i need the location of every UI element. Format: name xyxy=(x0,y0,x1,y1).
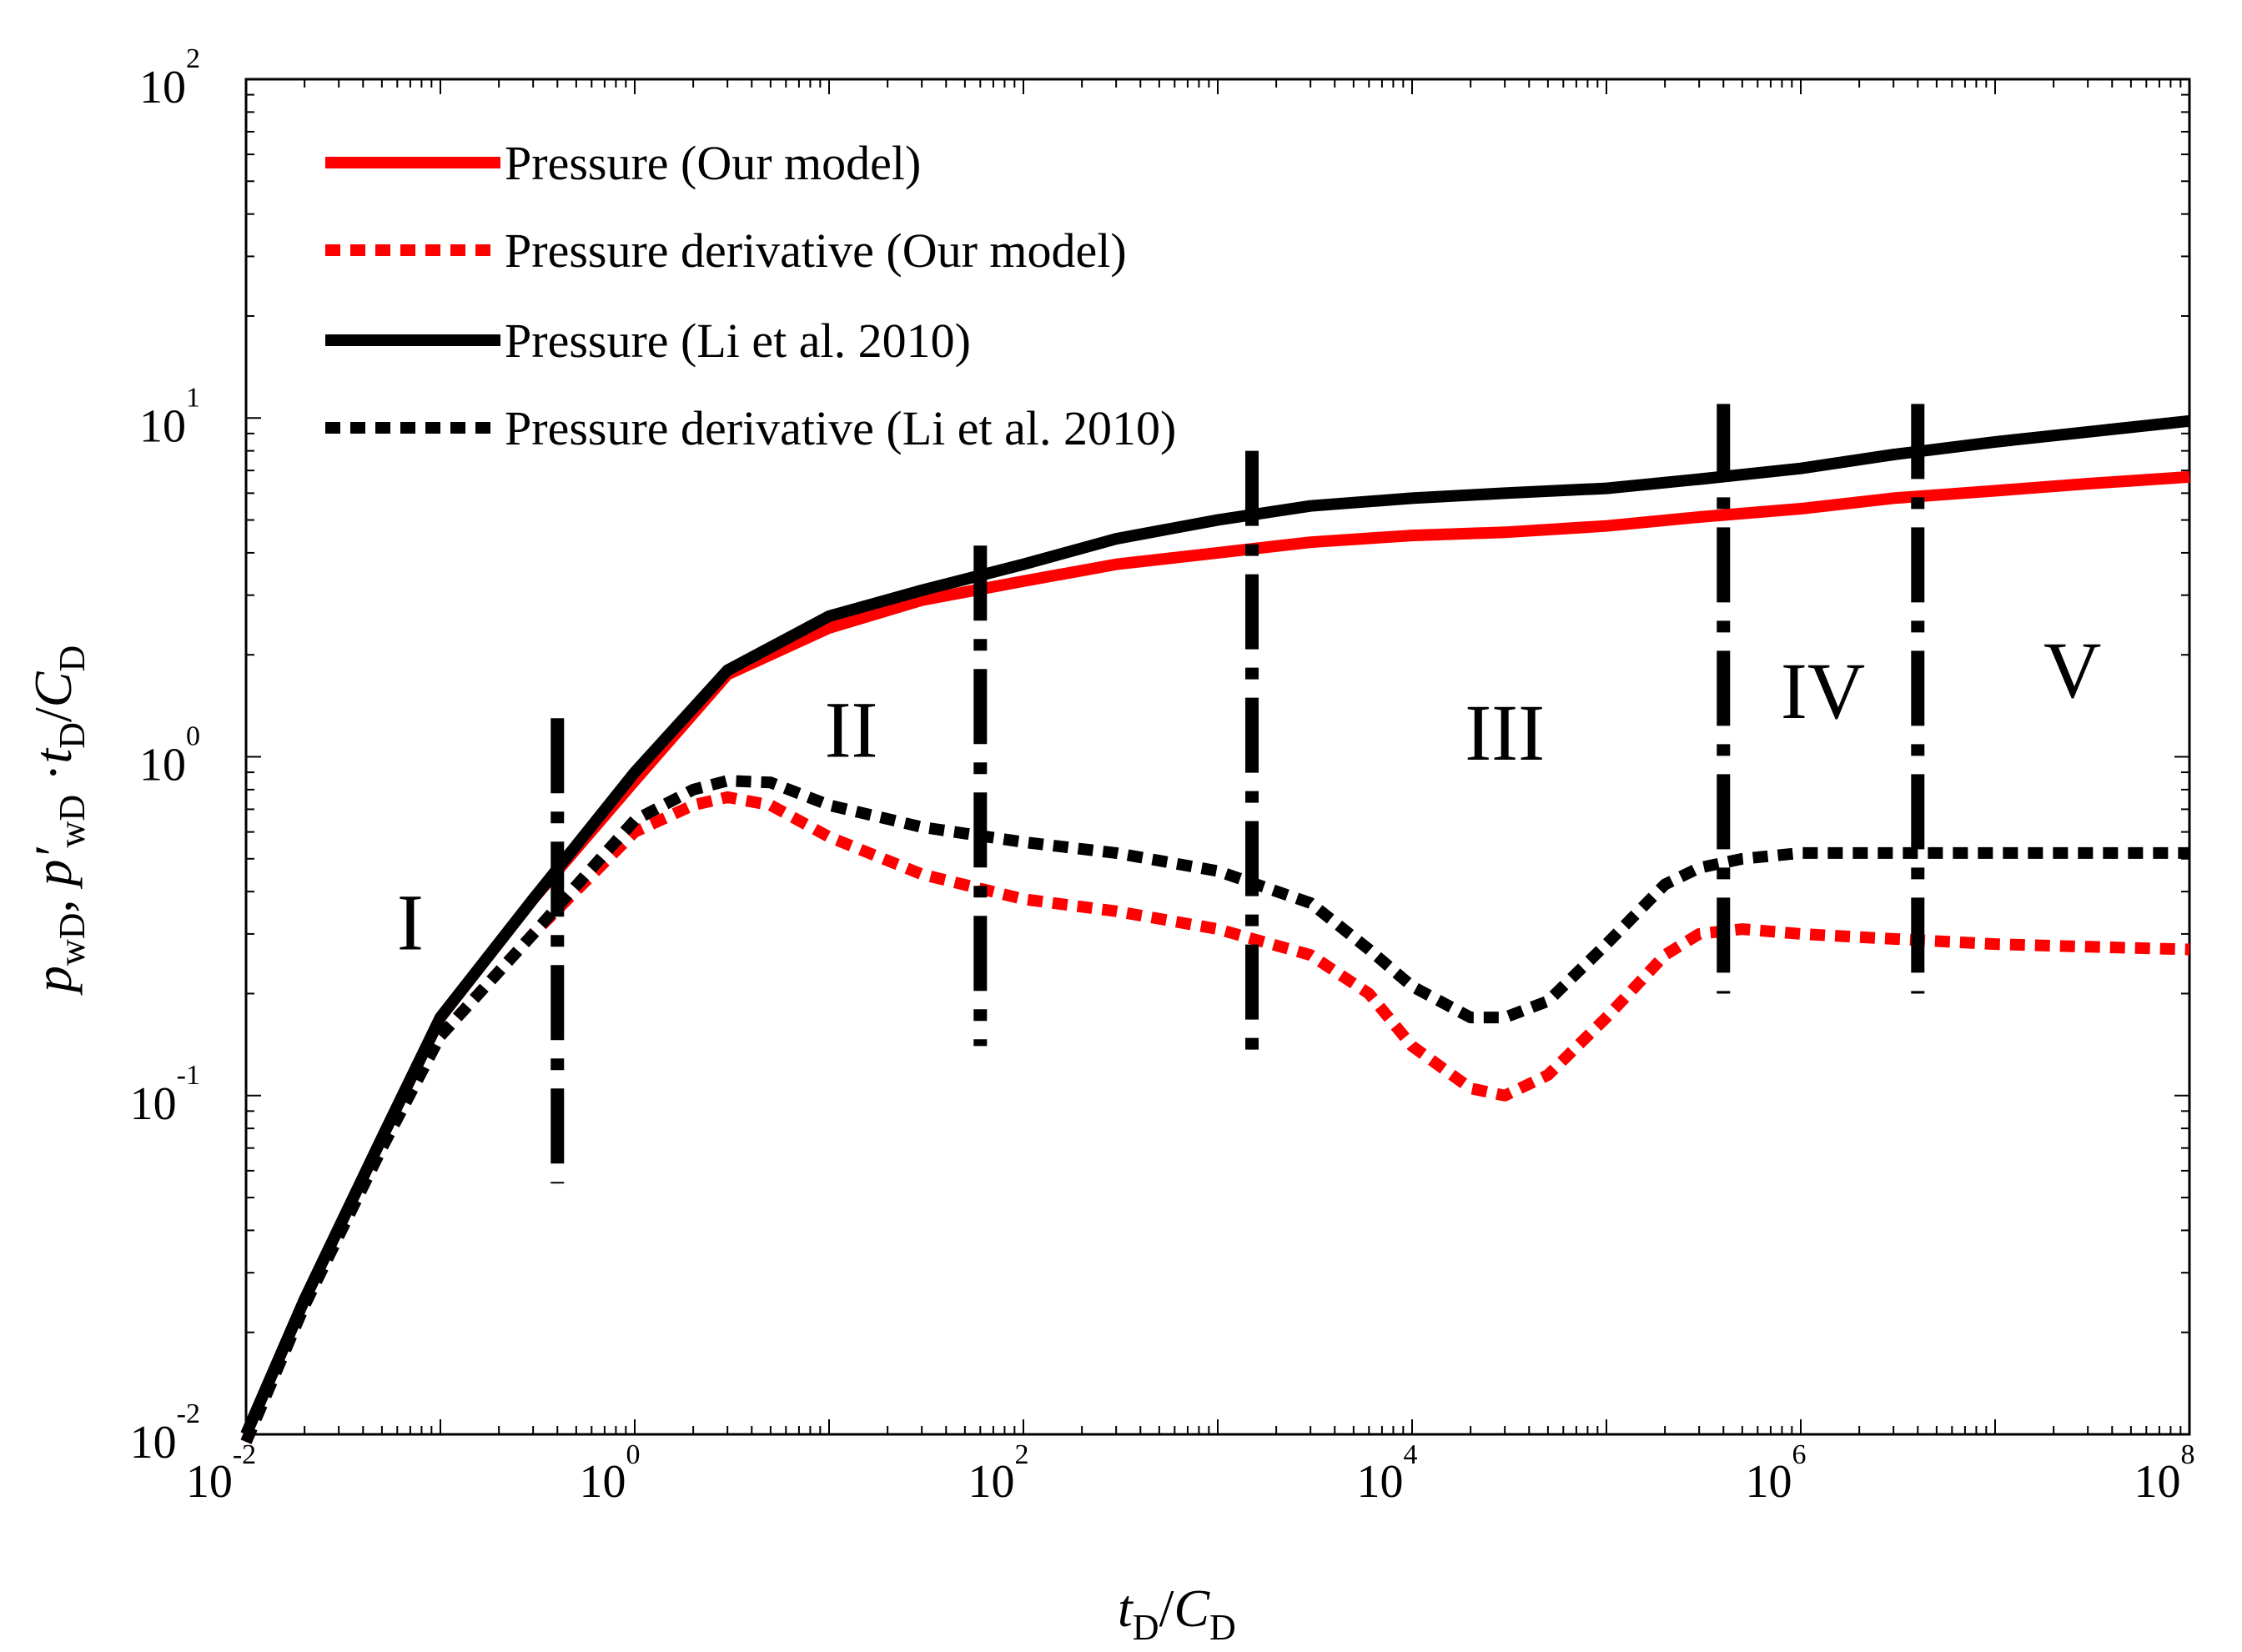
series-line-4 xyxy=(240,775,2189,1444)
x-tick-label: 100 xyxy=(580,1439,641,1508)
region-label: I xyxy=(397,878,424,967)
series-line-1 xyxy=(240,470,2190,1437)
y-label-sub-wd2: wD xyxy=(52,795,93,848)
y-axis-label: pwD, p′wD ·tD/CD xyxy=(23,645,93,996)
x-tick-label: 102 xyxy=(968,1439,1029,1508)
y-label-sub-wd: wD xyxy=(52,912,93,966)
axis-ticks xyxy=(245,79,2189,1435)
x-label-c: C xyxy=(1174,1579,1210,1638)
y-label-dot: · xyxy=(23,764,83,795)
y-tick-label: 102 xyxy=(139,43,200,113)
x-tick-labels: 10-2 100 102 104 106 108 xyxy=(186,1439,2195,1508)
region-label: IV xyxy=(1781,646,1865,736)
y-label-pprime: p′ xyxy=(23,846,83,889)
legend-label-1: Pressure (Our model) xyxy=(505,136,921,190)
legend-label-2: Pressure derivative (Our model) xyxy=(505,223,1127,278)
x-label-sub2: D xyxy=(1209,1607,1236,1648)
region-labels: III III IV V xyxy=(397,625,2101,967)
y-tick-label: 101 xyxy=(139,382,200,452)
y-label-c: C xyxy=(23,670,83,707)
y-label-sub-d: D xyxy=(52,722,93,749)
region-label: II xyxy=(825,685,878,775)
series-line-3 xyxy=(240,414,2190,1437)
legend-label-4: Pressure derivative (Li et al. 2010) xyxy=(505,401,1176,455)
y-label-t: t xyxy=(23,747,83,764)
x-label-t: t xyxy=(1118,1579,1134,1638)
y-label-p: p xyxy=(23,966,83,996)
y-label-sub-d2: D xyxy=(52,645,93,672)
region-label: V xyxy=(2043,625,2101,715)
x-tick-label: 104 xyxy=(1357,1439,1418,1508)
x-tick-label: 10-2 xyxy=(186,1439,256,1508)
y-tick-labels: 10-2 10-1 100 101 102 xyxy=(130,43,200,1469)
legend: Pressure (Our model) Pressure derivative … xyxy=(325,136,1176,455)
y-tick-label: 10-2 xyxy=(130,1398,200,1469)
y-label-slash: / xyxy=(23,707,83,722)
region-dividers xyxy=(550,404,1925,1184)
x-label-slash: / xyxy=(1159,1579,1174,1638)
plot-frame xyxy=(244,78,2191,1436)
region-label: III xyxy=(1465,688,1545,777)
series-layer xyxy=(240,414,2190,1444)
y-tick-label: 10-1 xyxy=(130,1060,200,1130)
x-tick-label: 108 xyxy=(2134,1439,2195,1508)
x-axis-label: tD/CD xyxy=(1118,1579,1236,1648)
x-label-sub1: D xyxy=(1133,1607,1159,1648)
legend-label-3: Pressure (Li et al. 2010) xyxy=(505,314,971,368)
y-tick-label: 100 xyxy=(139,721,200,791)
y-label-comma: , xyxy=(23,886,83,912)
x-tick-label: 106 xyxy=(1746,1439,1807,1508)
